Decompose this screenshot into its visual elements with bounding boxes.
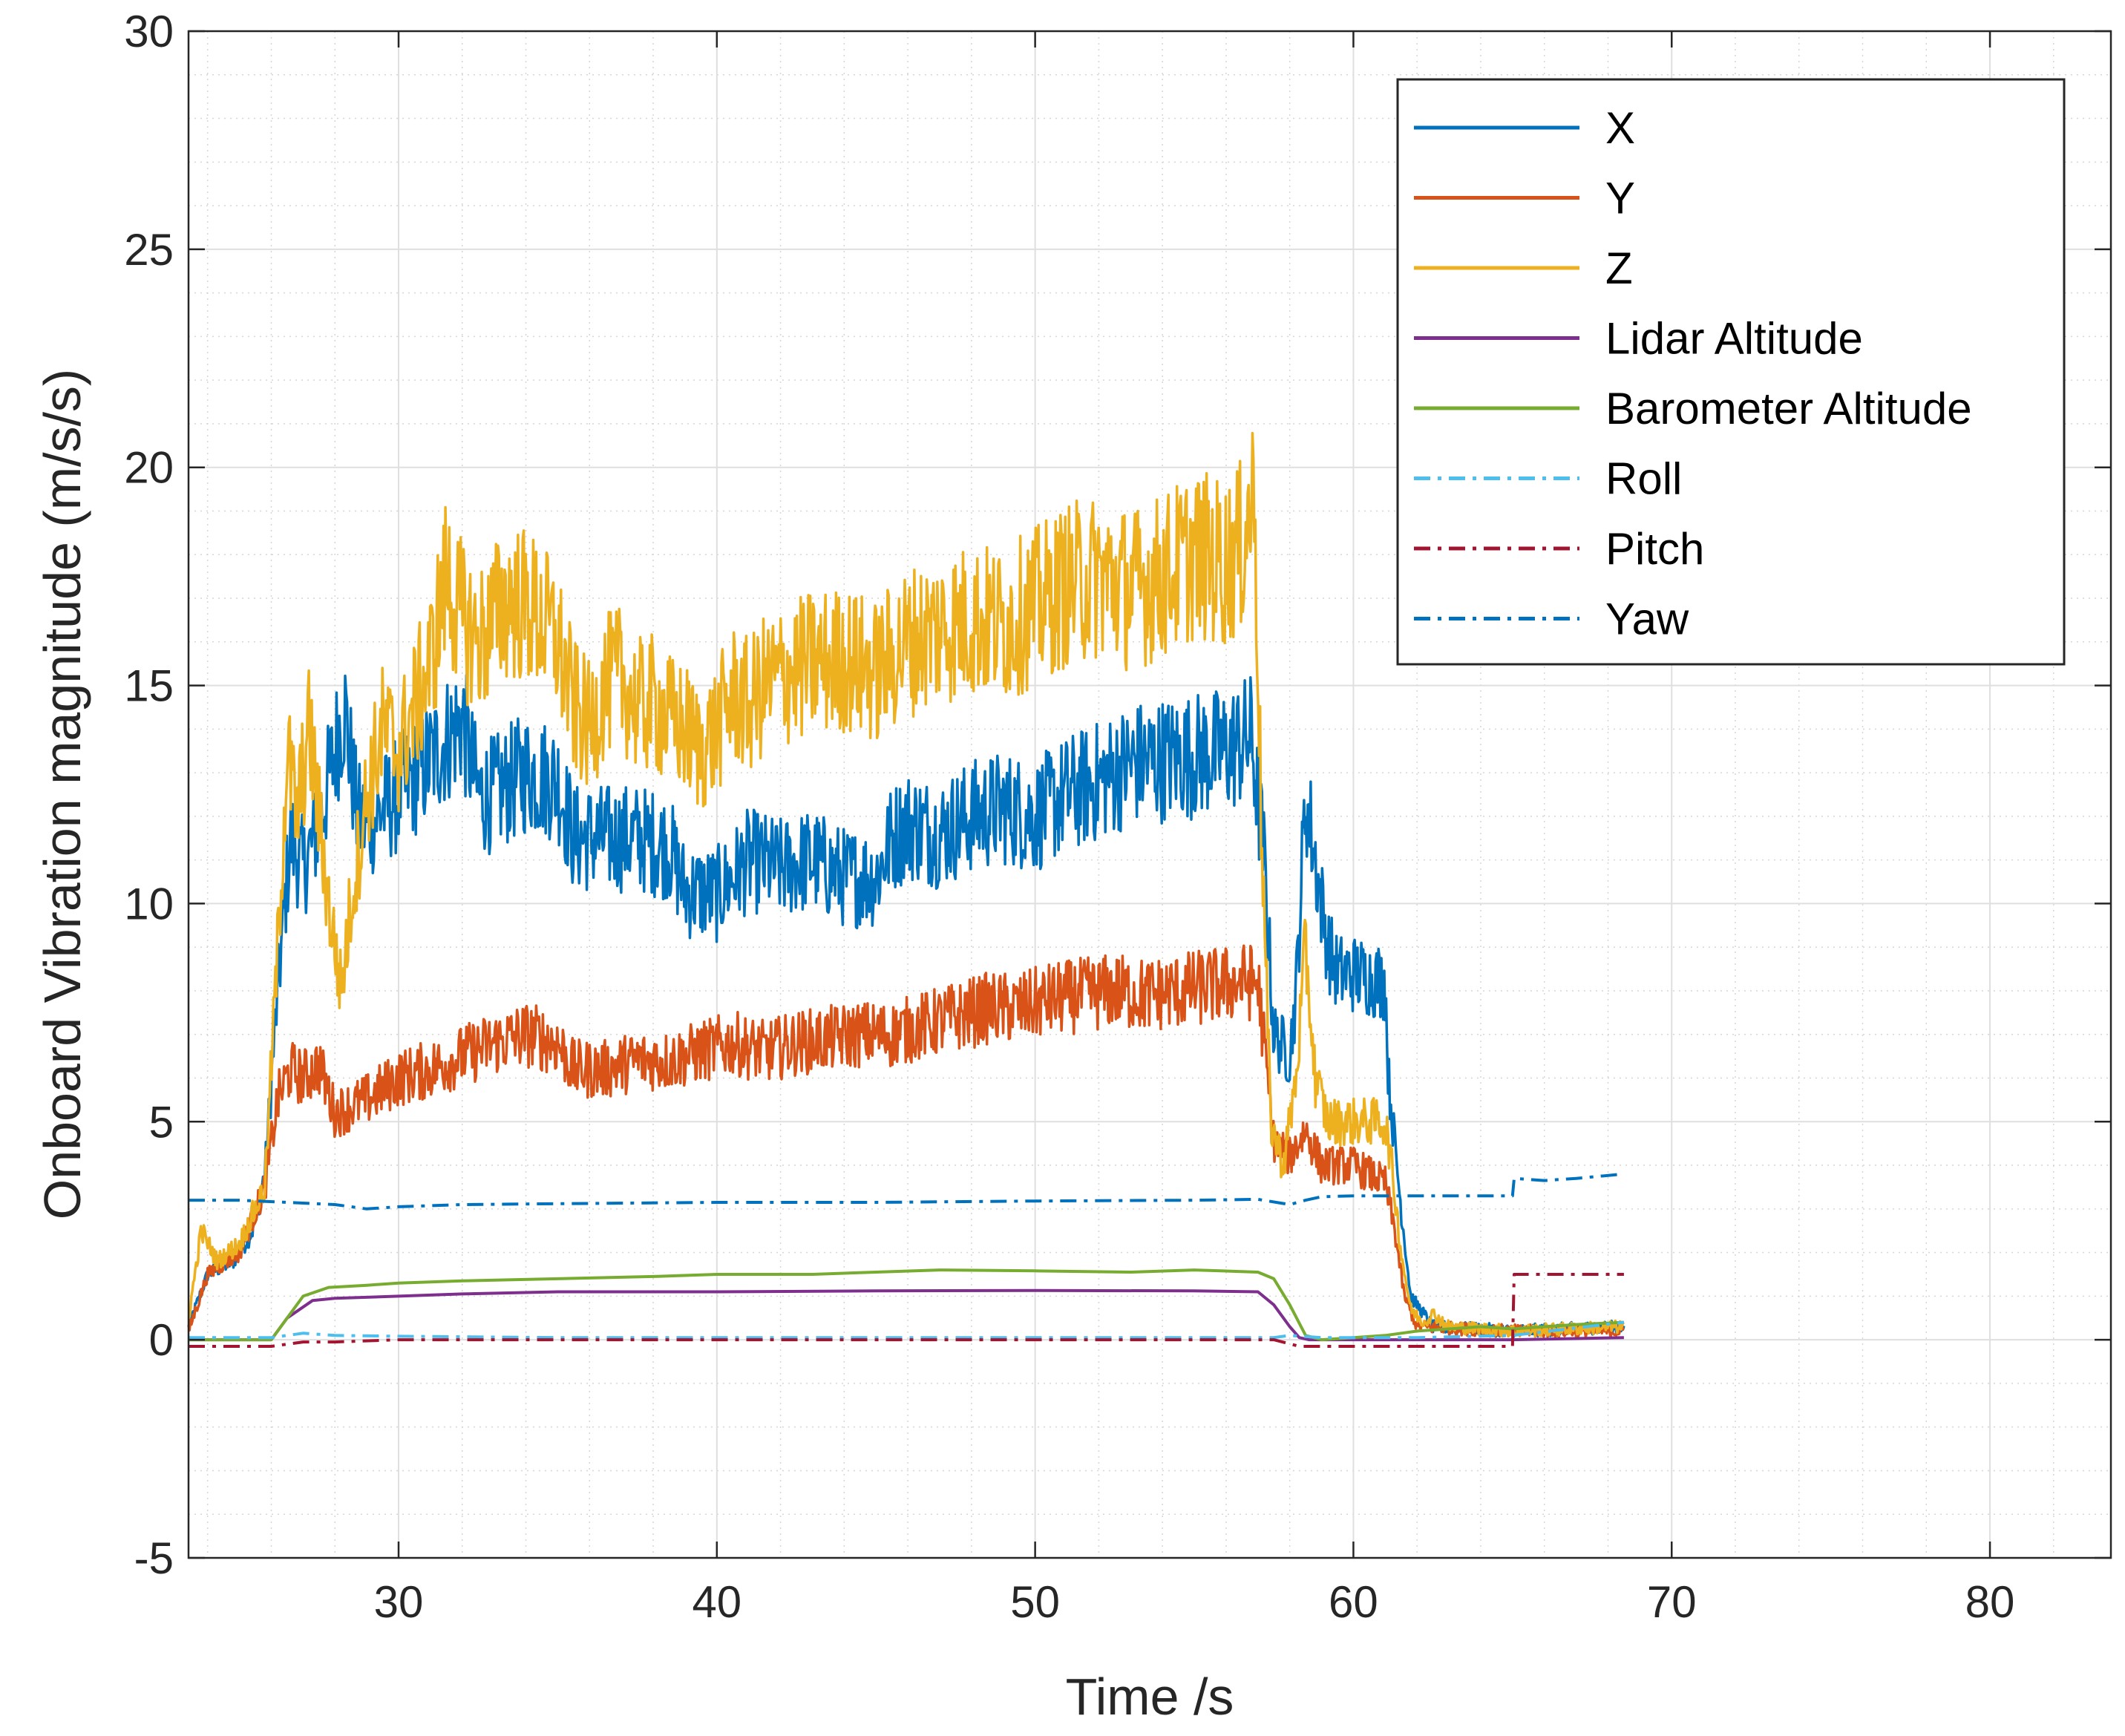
- legend-label-yaw: Yaw: [1605, 595, 1689, 644]
- series-line-x: [187, 673, 1625, 1339]
- series-line-roll: [189, 1320, 1625, 1340]
- y-tick-label: 5: [149, 1097, 174, 1147]
- series-line-pitch: [189, 1273, 1624, 1348]
- x-tick-label: 30: [374, 1577, 424, 1627]
- x-tick-label: 60: [1329, 1577, 1378, 1627]
- y-tick-label: 15: [124, 661, 174, 711]
- legend-label-lidar-altitude: Lidar Altitude: [1605, 314, 1863, 364]
- series-line-barometer-altitude: [189, 1268, 1624, 1342]
- series-line-lidar-altitude: [189, 1288, 1624, 1342]
- legend-label-roll: Roll: [1605, 454, 1682, 504]
- series-line-yaw: [189, 1172, 1625, 1211]
- series-layer: [187, 431, 1625, 1348]
- legend: XYZ Lidar Altitude Barometer Altitude Roll P…: [1396, 78, 2066, 666]
- x-tick-label: 50: [1010, 1577, 1060, 1627]
- legend-label-pitch: Pitch: [1605, 524, 1704, 574]
- y-tick-labels: -5 0 5 10 15 20 25 30: [124, 7, 174, 1583]
- y-tick-label: -5: [134, 1533, 174, 1583]
- legend-label-z: Z: [1605, 243, 1633, 293]
- x-tick-label: 80: [1965, 1577, 2015, 1627]
- y-tick-label: 10: [124, 879, 174, 928]
- y-axis-label: Onboard Vibration magnitude (m/s/s): [33, 369, 91, 1220]
- x-tick-label: 70: [1647, 1577, 1697, 1627]
- x-axis-label: Time /s: [1066, 1668, 1234, 1726]
- legend-label-x: X: [1605, 103, 1635, 153]
- series-line-y: [187, 944, 1625, 1339]
- tick-marks: [189, 30, 2111, 1559]
- x-tick-label: 40: [692, 1577, 741, 1627]
- y-tick-label: 30: [124, 7, 174, 56]
- y-tick-label: 25: [124, 225, 174, 275]
- legend-label-y: Y: [1605, 174, 1635, 223]
- legend-label-barometer-altitude: Barometer Altitude: [1605, 384, 1972, 433]
- axes-box: [187, 30, 2112, 1559]
- y-tick-label: 20: [124, 443, 174, 493]
- y-tick-label: 0: [149, 1315, 174, 1365]
- x-tick-labels: 30 40 50 60 70 80: [374, 1577, 2015, 1627]
- series-line-z: [187, 431, 1625, 1338]
- legend-box: [1396, 78, 2066, 666]
